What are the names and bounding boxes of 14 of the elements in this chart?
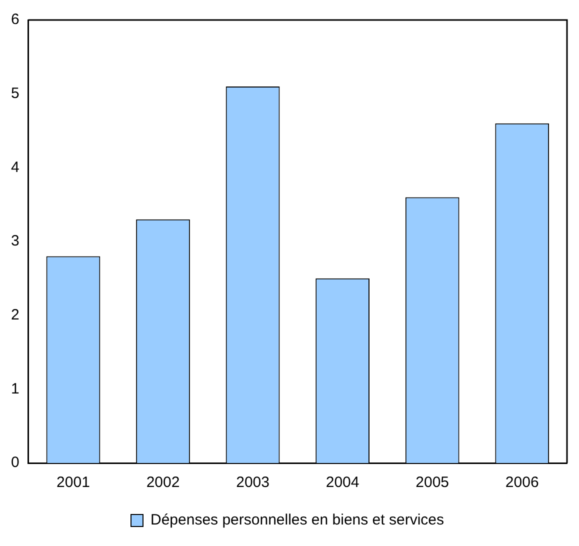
y-tick-label: 5 [11,84,20,102]
y-tick-label: 3 [11,232,20,250]
x-tick-label: 2006 [505,474,539,492]
y-tick-label: 2 [11,306,20,324]
x-tick-label: 2001 [56,474,90,492]
y-tick-label: 0 [11,454,20,472]
x-tick-label: 2005 [416,474,450,492]
x-tick-label: 2002 [146,474,180,492]
y-tick-label: 6 [11,11,20,28]
legend-label: Dépenses personnelles en biens et services [150,512,444,529]
x-tick-label: 2004 [326,474,360,492]
y-tick-label: 4 [11,158,20,176]
y-tick-label: 1 [11,380,20,398]
x-tick-label: 2003 [236,474,270,492]
